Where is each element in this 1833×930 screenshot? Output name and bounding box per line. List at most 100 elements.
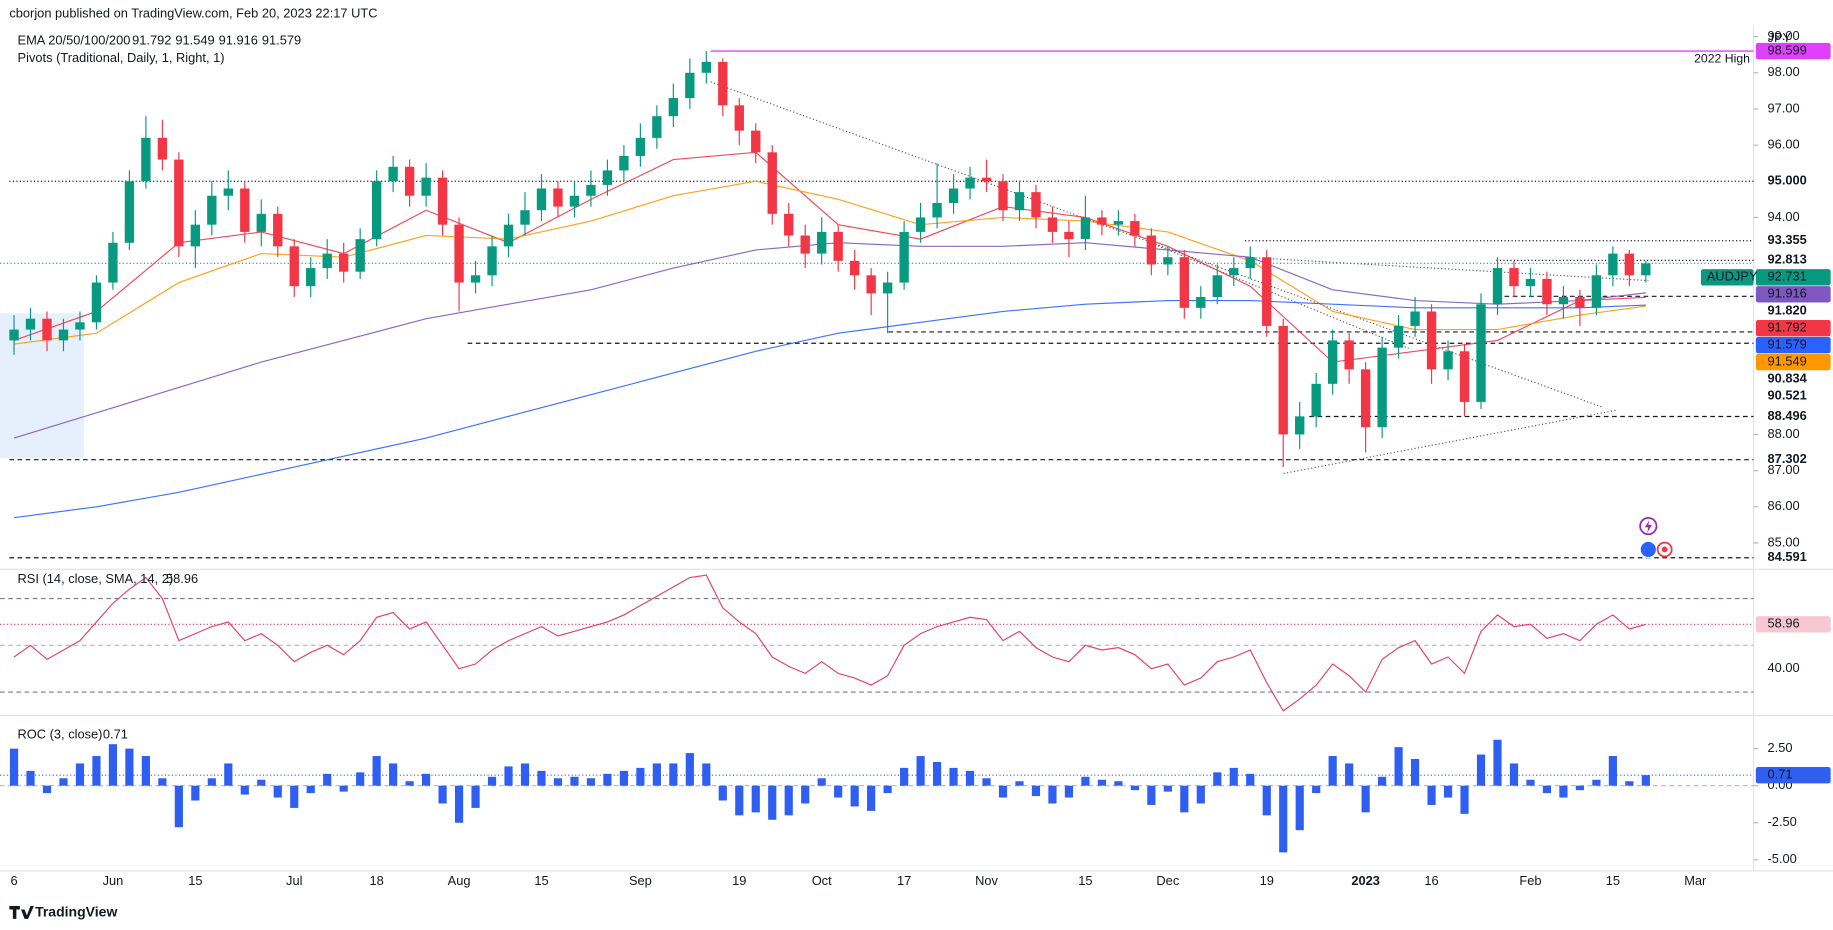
price-label: 91.792 [1768, 320, 1807, 335]
trend-line [710, 81, 1602, 408]
y-tick-label: 85.00 [1768, 534, 1800, 549]
y-tick-label: 99.00 [1768, 28, 1800, 43]
roc-bar [932, 761, 942, 786]
x-tick-label: 16 [1424, 873, 1438, 888]
value-label: 58.96 [1768, 616, 1800, 631]
roc-bar [1608, 756, 1617, 786]
roc-bar [1559, 785, 1568, 798]
candle-body [223, 188, 233, 196]
candle-body [817, 231, 827, 254]
roc-bar [1196, 785, 1205, 804]
symbol-tag-box [1700, 269, 1754, 286]
trend-line [1283, 409, 1616, 475]
roc-bar [108, 744, 118, 786]
candle-body [1245, 257, 1255, 269]
brand-logo[interactable] [9, 906, 34, 919]
candle-body [1278, 325, 1288, 435]
candle-body [899, 231, 909, 283]
plot-layer: 99.00 98.00 97.00 96.00 94.00 88.00 87.00 86.00… [0, 28, 1831, 888]
candle-body [322, 253, 332, 269]
y-tick-label: 86.00 [1768, 498, 1800, 513]
price-label: 84.591 [1768, 549, 1807, 564]
event-icon[interactable] [1639, 540, 1658, 559]
x-tick-label: 18 [370, 873, 384, 888]
roc-bar [372, 756, 381, 786]
roc-bar [867, 785, 876, 811]
roc-bar [883, 785, 892, 794]
brand-name[interactable]: TradingView [35, 904, 117, 920]
candle-body [981, 177, 992, 182]
roc-bar [1295, 785, 1304, 831]
candle-body [1377, 347, 1387, 428]
candle-body [701, 61, 711, 73]
roc-bar [586, 778, 596, 786]
candle-body [1311, 383, 1321, 417]
candle-body [1344, 340, 1354, 370]
candle-body [1641, 263, 1651, 276]
roc-bar [1097, 779, 1106, 786]
candle-body [75, 322, 85, 330]
ema-legend: EMA 20/50/100/200 [18, 32, 131, 47]
candle-body [1146, 235, 1157, 265]
roc-bar [1064, 785, 1074, 798]
candle-body [734, 105, 744, 131]
price-label: 90.834 [1768, 370, 1808, 385]
candle-body [1014, 192, 1025, 211]
roc-bar [1394, 747, 1403, 786]
x-tick-label: 15 [534, 873, 548, 888]
x-tick-label: Sep [629, 873, 652, 888]
roc-bar [1180, 785, 1189, 813]
candle-body [1212, 275, 1222, 298]
candle-body [421, 177, 431, 196]
roc-bar [454, 785, 464, 823]
roc-bar [1641, 775, 1650, 786]
roc-bar [1443, 785, 1453, 798]
candle-body [1113, 221, 1124, 225]
roc-bar [619, 770, 628, 786]
roc-bar [1345, 763, 1354, 786]
roc-bar [257, 779, 266, 786]
roc-bar [1526, 779, 1535, 786]
roc-bar [553, 778, 563, 786]
roc-bar [273, 785, 282, 798]
candle-body [25, 318, 36, 330]
candle-body [1525, 278, 1536, 287]
candle-body [1410, 311, 1420, 326]
roc-bar [356, 772, 365, 786]
roc-bar [405, 781, 414, 786]
roc-bar [1460, 785, 1469, 814]
trend-line [1244, 256, 1649, 282]
price-label-box [1755, 336, 1831, 354]
price-label: 95.000 [1768, 173, 1807, 188]
price-label: 91.579 [1768, 337, 1807, 352]
candle-body [718, 61, 728, 106]
roc-bar [735, 785, 744, 816]
roc-bar [191, 785, 200, 801]
candle-body [1575, 297, 1585, 308]
roc-bar [965, 770, 975, 786]
price-label: 88.496 [1768, 408, 1807, 423]
candle-body [1327, 340, 1338, 384]
price-label-box [1755, 353, 1831, 371]
candle-body [1459, 351, 1470, 402]
candle-body [932, 202, 942, 218]
candle-body [767, 152, 777, 214]
candle-body [108, 242, 118, 283]
x-tick-label: Dec [1156, 873, 1179, 888]
candle-body [520, 210, 530, 225]
y-tick-label: 98.00 [1768, 64, 1800, 79]
roc-bar [1361, 785, 1370, 813]
candle-body [1163, 257, 1173, 265]
roc-bar [92, 756, 101, 786]
ema-line [13, 180, 1646, 345]
price-label-box [1755, 286, 1831, 303]
x-tick-label: Jul [286, 873, 302, 888]
rsi-legend-value: 58.96 [166, 571, 198, 586]
roc-bar [1163, 785, 1172, 792]
ema-line [13, 299, 1646, 519]
roc-bar [520, 763, 530, 786]
roc-bar [1476, 754, 1486, 786]
roc-bar [570, 776, 579, 786]
